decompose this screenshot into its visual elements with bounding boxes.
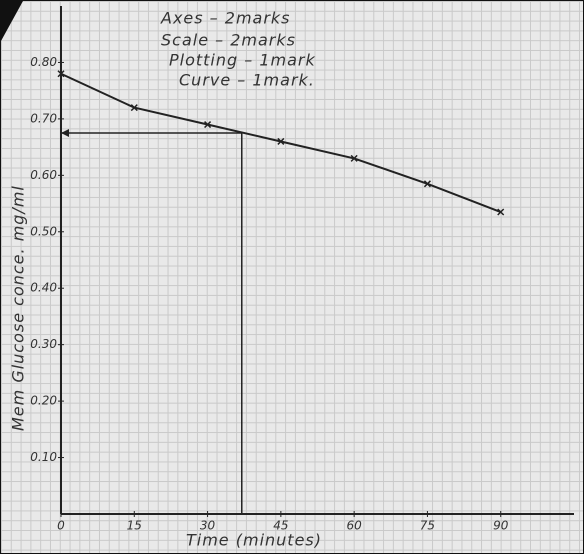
x-tick-label: 75 [420, 519, 435, 533]
point-cross [204, 121, 212, 129]
x-tick-label: 60 [347, 519, 363, 533]
y-tick-label: 0.10 [30, 450, 57, 464]
y-tick-label: 0.50 [30, 224, 57, 238]
corner-shadow [1, 1, 23, 41]
x-tick-label: 0 [57, 519, 65, 533]
reading-line [61, 132, 243, 514]
y-axis-label: Mem Glucose conce. mg/ml [9, 185, 28, 431]
curve [60, 72, 502, 213]
y-tick-label: 0.60 [30, 168, 57, 182]
y-tick-label: 0.20 [30, 394, 57, 408]
y-tick-label: 0.30 [30, 337, 57, 351]
arrow-head [61, 129, 69, 137]
annotation: Plotting – 1mark [169, 51, 316, 70]
point-cross [57, 70, 65, 78]
annotation: Axes – 2marks [160, 9, 291, 28]
point-cross [497, 208, 505, 216]
x-tick-label: 45 [273, 519, 288, 533]
y-tick-label: 0.40 [30, 281, 57, 295]
x-axis-label: Time (minutes) [186, 531, 322, 550]
point-cross [130, 104, 138, 112]
annotation: Scale – 2marks [161, 31, 296, 50]
point-cross [423, 180, 431, 188]
point-cross [277, 137, 285, 145]
point-cross [350, 154, 358, 162]
y-tick-label: 0.80 [30, 55, 57, 69]
x-tick-label: 90 [493, 519, 509, 533]
x-tick-label: 30 [200, 519, 216, 533]
annotation: Curve – 1mark. [179, 71, 315, 90]
x-tick-label: 15 [127, 519, 142, 533]
y-tick-label: 0.70 [30, 111, 57, 125]
